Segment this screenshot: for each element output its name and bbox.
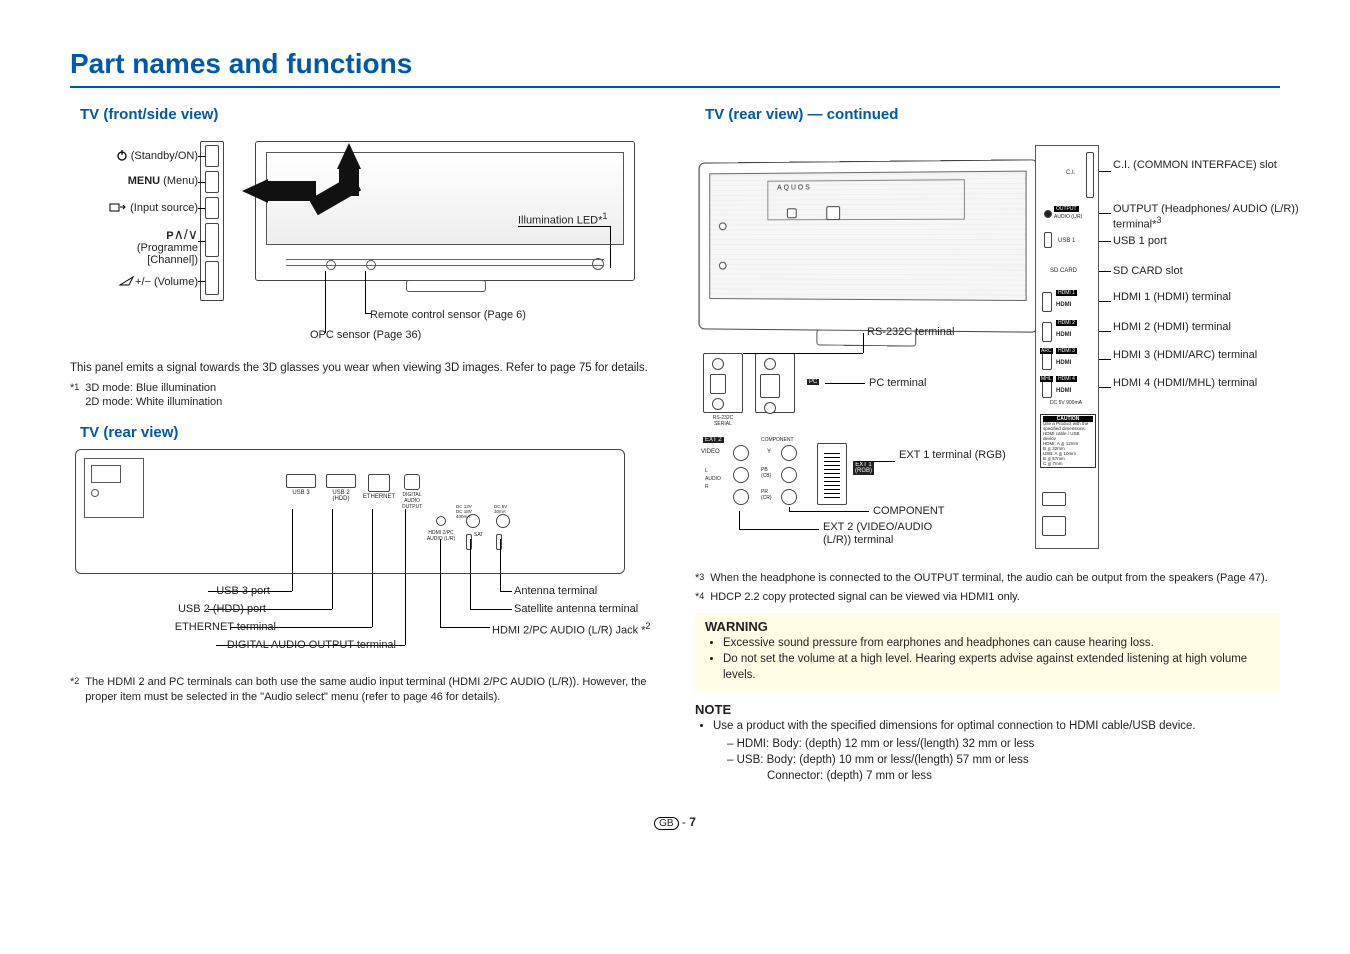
front-panel-text: This panel emits a signal towards the 3D… <box>70 361 655 377</box>
note-heading: NOTE <box>695 702 1280 717</box>
hdmi4-label: HDMI 4 (HDMI/MHL) terminal <box>1113 377 1293 389</box>
hdmi2pc-label: HDMI 2/PC AUDIO (L/R) Jack * <box>492 625 645 637</box>
footnote-2: *2 The HDMI 2 and PC terminals can both … <box>70 675 655 705</box>
ext2-label-2: (L/R)) terminal <box>823 534 932 547</box>
sat-label: Satellite antenna terminal <box>514 603 638 615</box>
dao-label: DIGITAL AUDIO OUTPUT terminal <box>46 639 396 651</box>
note-dash-1: HDMI: Body: (depth) 12 mm or less/(lengt… <box>727 737 1280 753</box>
component-label: COMPONENT <box>873 505 945 517</box>
rs232-label: RS-232C terminal <box>867 326 954 338</box>
illum-label: Illumination LED* <box>518 215 602 227</box>
warning-heading: WARNING <box>705 619 1270 634</box>
page-title: Part names and functions <box>70 48 1280 80</box>
vol-label: +/− (Volume) <box>135 276 198 288</box>
warning-bullet-2: Do not set the volume at a high level. H… <box>723 652 1270 683</box>
ext2-label-1: EXT 2 (VIDEO/AUDIO <box>823 521 932 534</box>
rear1-diagram: USB 3 USB 2 (HDD) ETHERNET DIGITAL AUDIO… <box>70 449 655 659</box>
left-column: TV (front/side view) (Stan <box>70 106 655 785</box>
ci-label: C.I. (COMMON INTERFACE) slot <box>1113 159 1283 171</box>
remote-sensor-label: Remote control sensor (Page 6) <box>370 309 526 321</box>
antenna-label: Antenna terminal <box>514 585 597 597</box>
eth-label: ETHERNET terminal <box>116 621 276 633</box>
sd-label: SD CARD slot <box>1113 265 1183 277</box>
menu-label: (Menu) <box>163 175 198 187</box>
pc-label: PC terminal <box>869 377 926 389</box>
footnote-4: *4 HDCP 2.2 copy protected signal can be… <box>695 590 1280 605</box>
ext1-label: EXT 1 terminal (RGB) <box>899 449 1019 461</box>
prog-label-1: (Programme <box>70 242 198 254</box>
opc-sensor-label: OPC sensor (Page 36) <box>310 329 421 341</box>
usb2-label: USB 2 (HDD) port <box>106 603 266 615</box>
illum-sup: 1 <box>602 211 607 221</box>
hdmi3-label: HDMI 3 (HDMI/ARC) terminal <box>1113 349 1293 361</box>
rear1-heading: TV (rear view) <box>70 424 655 441</box>
input-label: (Input source) <box>130 202 198 214</box>
menu-label-bold: MENU <box>128 175 160 187</box>
front-diagram: (Standby/ON) MENU (Menu) (Input source) … <box>70 131 655 351</box>
usb3-label: USB 3 port <box>130 585 270 597</box>
prog-label-2: [Channel]) <box>70 254 198 266</box>
warning-bullet-1: Excessive sound pressure from earphones … <box>723 636 1270 652</box>
output-label: OUTPUT (Headphones/ AUDIO (L/R)) termina… <box>1113 203 1299 231</box>
note-bullet-1: Use a product with the specified dimensi… <box>713 719 1280 784</box>
usb1-label: USB 1 port <box>1113 235 1167 247</box>
footnote-1: *1 3D mode: Blue illumination 2D mode: W… <box>70 381 655 411</box>
warning-box: WARNING Excessive sound pressure from ea… <box>695 613 1280 693</box>
page-footer: GB - 7 <box>70 815 1280 829</box>
prog-label-p: P <box>166 230 173 242</box>
rear2-heading: TV (rear view) — continued <box>695 106 1280 123</box>
title-rule <box>70 86 1280 88</box>
note-dash-2: USB: Body: (depth) 10 mm or less/(length… <box>727 753 1280 784</box>
front-heading: TV (front/side view) <box>70 106 655 123</box>
hdmi1-label: HDMI 1 (HDMI) terminal <box>1113 291 1273 303</box>
rear2-diagram: AQUOS C.I. OUTPUT AUDIO (L/R) USB 1 SD C… <box>695 131 1280 551</box>
standby-label: (Standby/ON) <box>131 150 198 162</box>
footnote-3: *3 When the headphone is connected to th… <box>695 571 1280 586</box>
right-column: TV (rear view) — continued AQUOS C.I. OU… <box>695 106 1280 785</box>
hdmi2-label: HDMI 2 (HDMI) terminal <box>1113 321 1273 333</box>
